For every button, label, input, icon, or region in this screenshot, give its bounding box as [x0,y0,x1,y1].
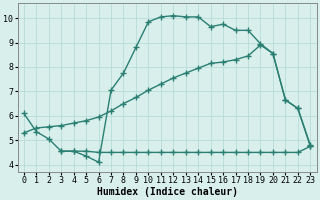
X-axis label: Humidex (Indice chaleur): Humidex (Indice chaleur) [97,186,237,197]
